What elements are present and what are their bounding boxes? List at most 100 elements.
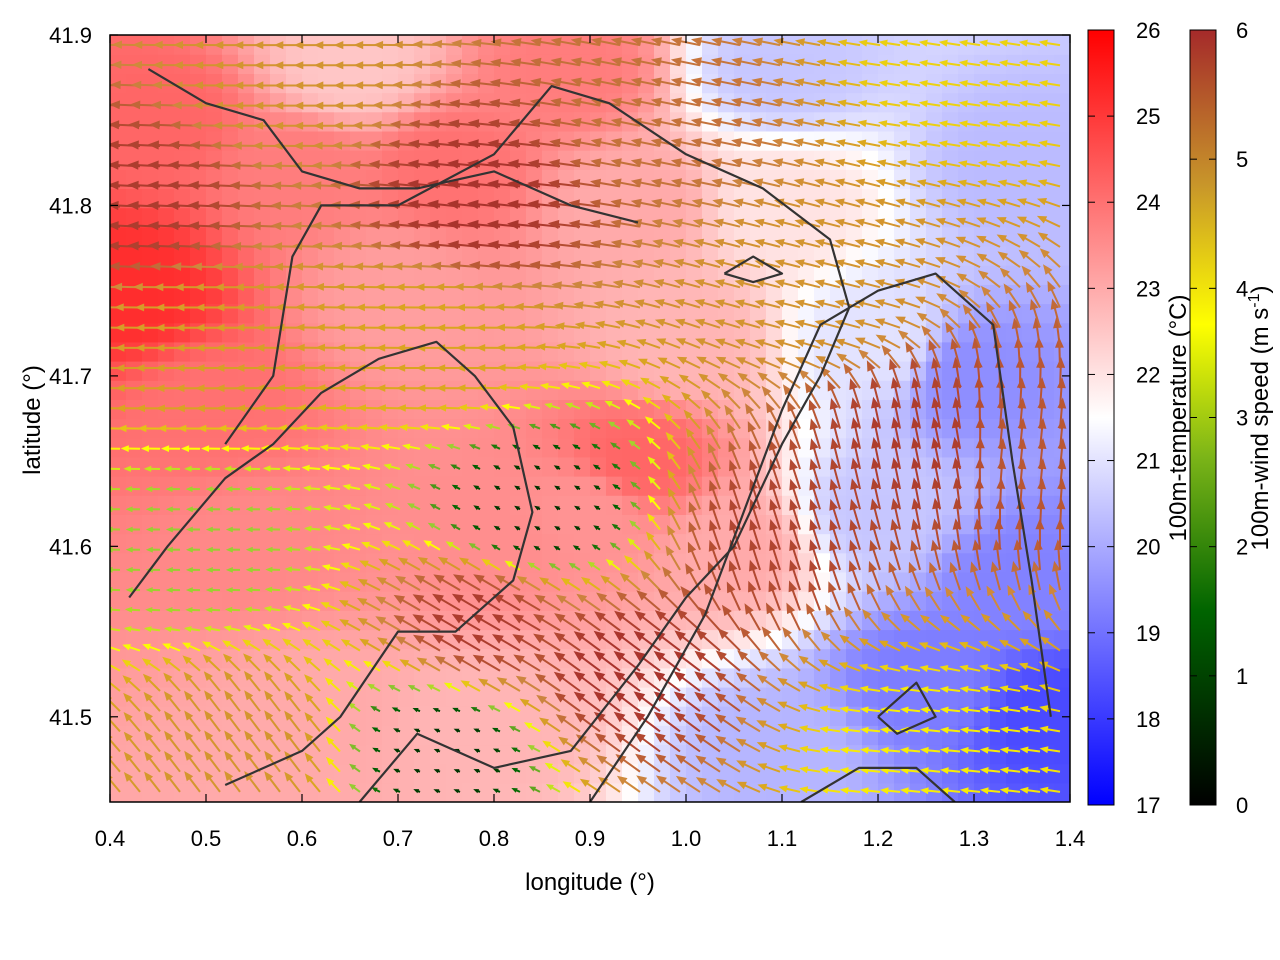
temperature-cell bbox=[526, 150, 543, 170]
temperature-cell bbox=[862, 744, 879, 765]
temperature-cell bbox=[622, 456, 639, 477]
temperature-cell bbox=[222, 207, 239, 228]
temperature-cell bbox=[798, 610, 815, 631]
temperature-cell bbox=[926, 610, 943, 631]
temperature-cell bbox=[126, 322, 143, 343]
temperature-cell bbox=[926, 245, 943, 266]
temperature-cell bbox=[446, 150, 463, 170]
wind-arrow-head bbox=[88, 120, 99, 129]
temperature-cell bbox=[766, 361, 783, 381]
temperature-cell bbox=[1054, 648, 1070, 669]
temperature-cell bbox=[1022, 361, 1039, 381]
temperature-cell bbox=[558, 245, 575, 266]
temperature-cell bbox=[366, 782, 383, 802]
temperature-cell bbox=[926, 226, 943, 247]
temperature-cell bbox=[222, 629, 239, 650]
temperature-cell bbox=[222, 533, 239, 554]
temperature-cell bbox=[590, 284, 607, 305]
temperature-cell bbox=[894, 610, 911, 631]
temperature-cell bbox=[974, 763, 991, 784]
temperature-cell bbox=[878, 514, 895, 535]
temperature-cell bbox=[542, 303, 559, 324]
temperature-cell bbox=[526, 303, 543, 324]
temperature-cell bbox=[270, 610, 287, 631]
temperature-cell bbox=[830, 782, 847, 802]
temperature-cell bbox=[654, 437, 671, 458]
temperature-cell bbox=[974, 150, 991, 170]
temperature-cell bbox=[286, 667, 303, 688]
temperature-cell bbox=[510, 763, 527, 784]
temperature-cell bbox=[158, 782, 175, 802]
temperature-cell bbox=[878, 456, 895, 477]
temperature-cell bbox=[222, 591, 239, 611]
temperature-cell bbox=[558, 437, 575, 458]
temperature-cell bbox=[110, 591, 127, 611]
temperature-cell bbox=[1006, 763, 1023, 784]
temperature-cell bbox=[606, 303, 623, 324]
temperature-cell bbox=[718, 782, 735, 802]
temperature-cell bbox=[366, 54, 383, 74]
temperature-cell bbox=[622, 667, 639, 688]
temperature-cell bbox=[446, 514, 463, 535]
temperature-cell bbox=[350, 648, 367, 669]
temperature-cell bbox=[1038, 322, 1055, 343]
temperature-cell bbox=[398, 245, 415, 266]
temperature-cell bbox=[942, 495, 959, 515]
temperature-cell bbox=[302, 399, 319, 420]
temperature-cell bbox=[398, 725, 415, 746]
temperature-cell bbox=[862, 782, 879, 802]
temperature-cell bbox=[1038, 169, 1055, 189]
temperature-cell bbox=[606, 284, 623, 305]
temperature-cell bbox=[494, 476, 511, 496]
temperature-cell bbox=[622, 245, 639, 266]
temperature-cell bbox=[526, 73, 543, 94]
temperature-cell bbox=[942, 667, 959, 688]
temperature-cell bbox=[638, 418, 655, 439]
temperature-cell bbox=[734, 782, 751, 802]
temperature-cell bbox=[382, 92, 399, 113]
temperature-cell bbox=[446, 380, 463, 400]
temperature-cell bbox=[446, 686, 463, 707]
temperature-cell bbox=[478, 437, 495, 458]
temperature-cell bbox=[990, 150, 1007, 170]
wind-arrow-head bbox=[110, 506, 113, 513]
temperature-cell bbox=[174, 514, 191, 535]
temperature-cell bbox=[174, 437, 191, 458]
temperature-cell bbox=[526, 245, 543, 266]
temperature-cell bbox=[638, 361, 655, 381]
temperature-cell bbox=[318, 399, 335, 420]
temperature-cell bbox=[526, 648, 543, 669]
temperature-cell bbox=[142, 552, 159, 573]
temperature-cell bbox=[174, 456, 191, 477]
temperature-cell bbox=[478, 341, 495, 362]
temperature-cell bbox=[206, 226, 223, 247]
temperature-cell bbox=[222, 92, 239, 113]
temperature-cell bbox=[382, 73, 399, 94]
temperature-cell bbox=[734, 763, 751, 784]
temperature-cell bbox=[462, 437, 479, 458]
temperature-cell bbox=[542, 456, 559, 477]
temperature-cell bbox=[766, 782, 783, 802]
temperature-cell bbox=[270, 648, 287, 669]
temperature-cell bbox=[606, 591, 623, 611]
wind-arrow-head bbox=[95, 344, 104, 352]
temperature-cell bbox=[494, 380, 511, 400]
temperature-cell bbox=[782, 610, 799, 631]
temperature-cell bbox=[638, 399, 655, 420]
temperature-cell bbox=[958, 514, 975, 535]
temperature-cell bbox=[334, 456, 351, 477]
temperature-cell bbox=[718, 54, 735, 74]
temperature-cell bbox=[686, 686, 703, 707]
temperature-cell bbox=[190, 667, 207, 688]
temperature-cell bbox=[158, 495, 175, 515]
temperature-cell bbox=[142, 610, 159, 631]
temperature-cell bbox=[462, 782, 479, 802]
temperature-cell bbox=[190, 245, 207, 266]
temperature-cell bbox=[606, 514, 623, 535]
temperature-cell bbox=[206, 610, 223, 631]
temperature-cell bbox=[846, 648, 863, 669]
temperature-cell bbox=[558, 226, 575, 247]
temperature-cell bbox=[126, 495, 143, 515]
temperature-cell bbox=[894, 667, 911, 688]
temperature-cell bbox=[366, 495, 383, 515]
